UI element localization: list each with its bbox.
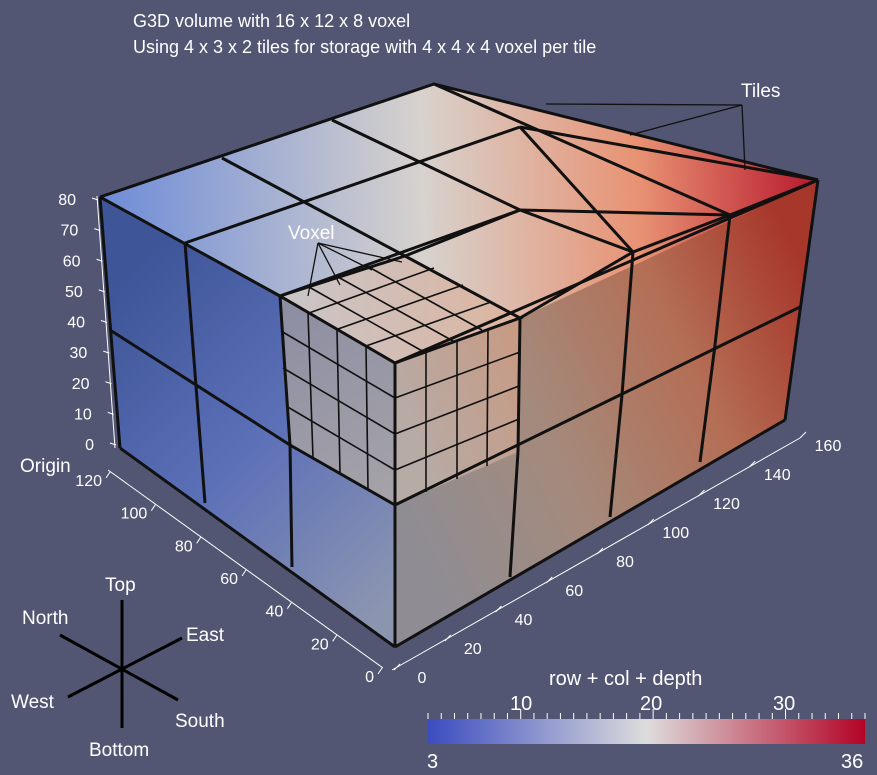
y-axis-tick-label-120: 120 <box>75 473 102 490</box>
z-axis-tick-mark <box>100 320 108 323</box>
z-axis-tick-mark <box>94 228 101 232</box>
y-axis-tick-label-0: 0 <box>365 669 374 686</box>
compass-top-label: Top <box>105 575 136 596</box>
tile-grid <box>98 82 820 649</box>
x-axis-tick-mark <box>596 547 604 555</box>
tiles-label: Tiles <box>741 81 780 102</box>
x-axis-tick-mark <box>647 518 655 526</box>
x-axis-ticks: 0 20 40 60 80 100 120 140 160 <box>393 431 842 687</box>
z-axis-tick-label-70: 70 <box>60 223 78 240</box>
voxel-grid <box>280 265 521 492</box>
x-axis-tick-label-100: 100 <box>662 525 689 542</box>
orientation-widget <box>59 600 183 728</box>
x-axis-tick-mark <box>698 489 705 497</box>
color-bar-tick-20: 20 <box>640 693 662 715</box>
x-axis-tick-mark <box>545 576 553 584</box>
z-axis-tick-mark <box>96 258 103 262</box>
x-axis-tick-mark <box>444 634 452 642</box>
volume-south-face <box>395 180 818 647</box>
voxel-label: Voxel <box>288 223 334 244</box>
annotation-pointers <box>307 103 746 297</box>
z-axis-tick-mark <box>105 381 112 385</box>
color-bar-legend: row + col + depth 10 20 30 3 36 <box>427 668 866 773</box>
z-axis-tick-mark <box>98 289 105 293</box>
y-axis-tick-mark <box>377 667 383 675</box>
z-axis-tick-label-30: 30 <box>69 345 87 362</box>
z-axis-tick-label-80: 80 <box>58 192 76 209</box>
compass-north-south-axis <box>59 633 179 702</box>
x-axis-tick-mark <box>748 460 756 468</box>
x-axis-tick-mark <box>495 605 502 613</box>
x-axis-tick-label-60: 60 <box>565 583 583 600</box>
z-axis-tick-label-20: 20 <box>72 376 90 393</box>
color-bar-title: row + col + depth <box>549 668 702 690</box>
z-axis-tick-label-60: 60 <box>63 253 81 270</box>
y-axis-tick-mark <box>150 504 156 511</box>
compass-bottom-label: Bottom <box>89 740 149 761</box>
z-axis-tick-mark <box>109 442 117 446</box>
compass-west-label: West <box>11 692 55 713</box>
color-bar-ticks <box>427 709 866 719</box>
y-axis-line <box>107 469 384 669</box>
z-axis-tick-mark <box>107 411 114 415</box>
z-axis-ticks: 80 70 60 50 40 30 20 10 0 <box>58 192 117 454</box>
x-axis-tick-label-40: 40 <box>515 612 533 629</box>
origin-label: Origin <box>20 456 71 477</box>
y-axis-tick-label-40: 40 <box>266 604 284 621</box>
z-axis-tick-label-10: 10 <box>74 406 92 423</box>
compass-north-label: North <box>22 608 68 629</box>
x-axis-line <box>391 437 801 671</box>
y-axis-tick-mark <box>241 569 247 577</box>
z-axis-tick-label-40: 40 <box>67 315 85 332</box>
y-axis-tick-mark <box>286 602 292 609</box>
z-axis-tick-mark <box>103 350 110 354</box>
y-axis-tick-label-60: 60 <box>220 571 238 588</box>
x-axis-tick-label-140: 140 <box>764 467 791 484</box>
compass-east-label: East <box>186 625 225 646</box>
compass-south-label: South <box>175 711 225 732</box>
color-bar-tick-10: 10 <box>510 693 532 715</box>
color-bar-min-label: 3 <box>427 751 438 773</box>
x-axis-tick-label-0: 0 <box>418 670 427 687</box>
color-bar-gradient <box>428 719 865 744</box>
z-axis-tick-label-0: 0 <box>85 437 94 454</box>
y-axis-tick-mark <box>332 635 338 642</box>
compass-west-east-axis <box>67 636 183 699</box>
title-line-1: G3D volume with 16 x 12 x 8 voxel <box>133 11 410 31</box>
volume-top-face <box>100 84 818 363</box>
color-bar-tick-30: 30 <box>773 693 795 715</box>
volume-box <box>100 84 818 647</box>
z-axis-tick-mark <box>91 197 99 201</box>
y-axis-tick-label-20: 20 <box>311 636 329 653</box>
x-axis-tick-mark <box>393 663 401 671</box>
x-axis-tick-label-20: 20 <box>464 641 482 658</box>
x-axis-tick-label-80: 80 <box>616 554 634 571</box>
x-axis-tick-label-160: 160 <box>815 438 842 455</box>
color-bar-max-label: 36 <box>841 751 863 773</box>
z-axis-tick-label-50: 50 <box>65 284 83 301</box>
x-axis-tick-mark <box>799 431 807 439</box>
volume-west-face <box>100 197 395 647</box>
title-line-2: Using 4 x 3 x 2 tiles for storage with 4… <box>133 37 596 57</box>
y-axis-ticks: 120 100 80 60 40 20 0 <box>75 471 383 686</box>
y-axis-tick-label-80: 80 <box>175 538 193 555</box>
y-axis-tick-mark <box>196 537 202 544</box>
y-axis-tick-mark <box>105 471 111 479</box>
y-axis-tick-label-100: 100 <box>121 506 148 523</box>
x-axis-tick-label-120: 120 <box>713 496 740 513</box>
